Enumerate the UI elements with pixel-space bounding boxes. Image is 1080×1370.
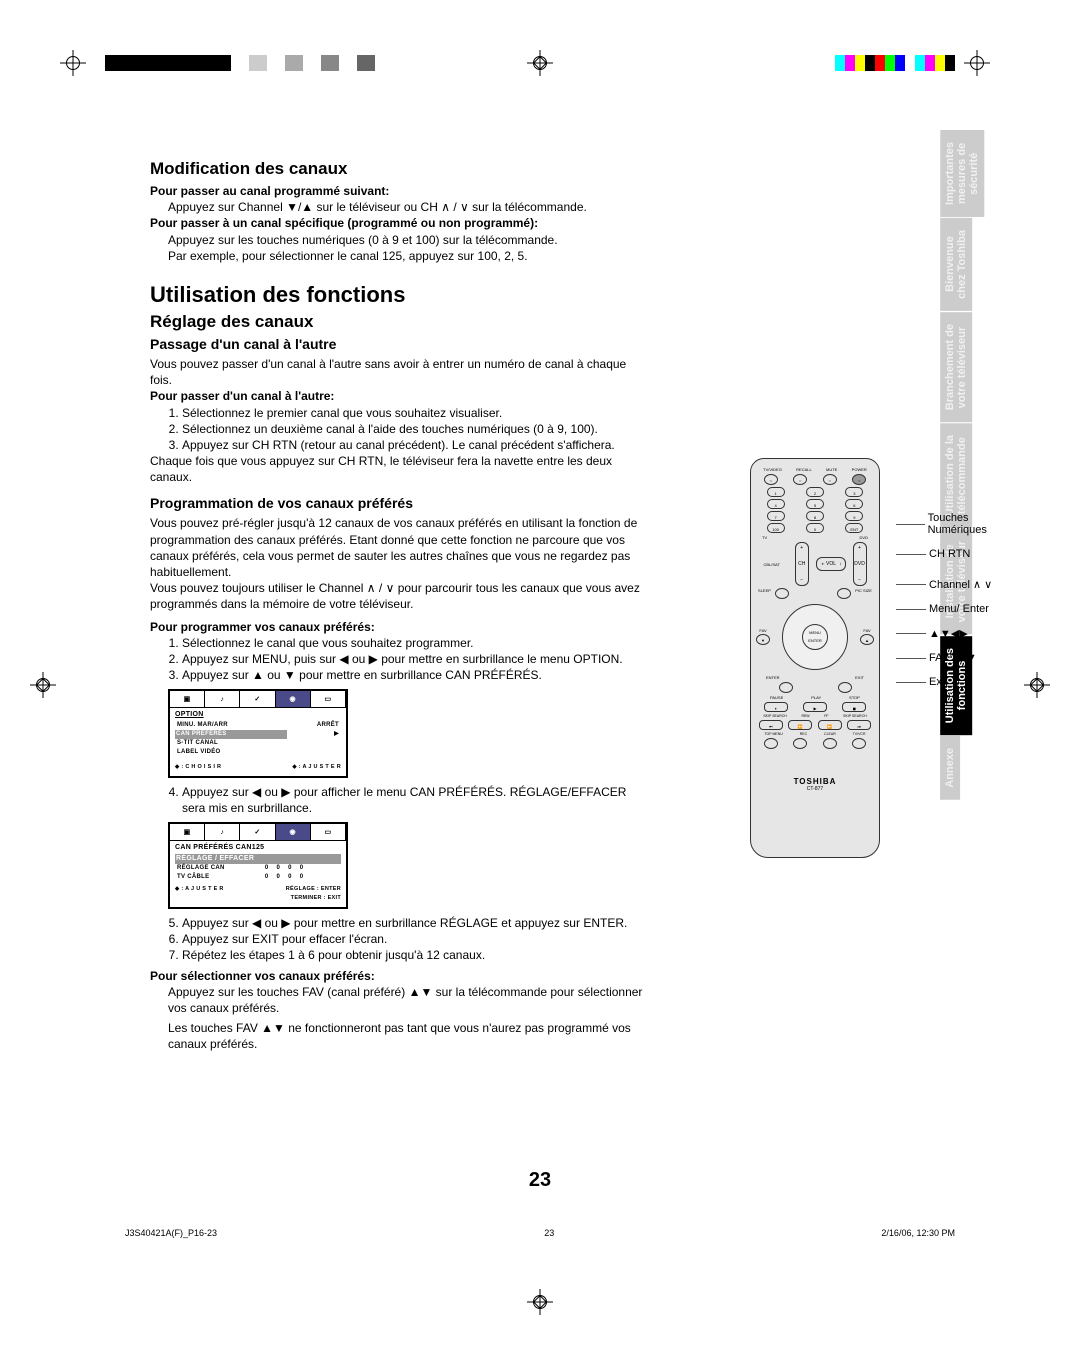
text: Appuyez sur les touches FAV (canal préfé… bbox=[168, 984, 650, 1016]
sub-passer-suivant: Pour passer au canal programmé suivant: bbox=[150, 183, 650, 199]
dpad: MENUENTER bbox=[782, 604, 848, 670]
osd-row: TV CÂBLE bbox=[175, 873, 259, 882]
lbl: PIC SIZE bbox=[855, 588, 872, 599]
callout: Exit bbox=[929, 676, 947, 688]
text: Les touches FAV ▲▼ ne fonctionneront pas… bbox=[168, 1020, 650, 1052]
osd-option-menu: ▣♪✓◉▭ OPTION MINU. MAR/ARRARRÊTCAN PRÉFÉ… bbox=[168, 689, 348, 778]
steps-list: Sélectionnez le canal que vous souhaitez… bbox=[182, 635, 650, 684]
sub-passer: Pour passer d'un canal à l'autre: bbox=[150, 388, 650, 404]
osd-row: RÉGLAGE CAN bbox=[175, 864, 259, 873]
crop-mark bbox=[30, 672, 56, 698]
lbl: CH bbox=[798, 561, 805, 567]
callout: CH RTN bbox=[929, 548, 970, 560]
color-bars-right bbox=[835, 55, 955, 71]
heading-utilisation: Utilisation des fonctions bbox=[150, 282, 650, 308]
lbl: EXIT bbox=[855, 675, 864, 680]
osd-foot: TERMINER : EXIT bbox=[286, 894, 341, 902]
sub-passer-specifique: Pour passer à un canal spécifique (progr… bbox=[150, 215, 650, 231]
lbl: VOL bbox=[826, 561, 836, 567]
text: Vous pouvez toujours utiliser le Channel… bbox=[150, 580, 650, 612]
side-tab: Importantesmesures desécurité bbox=[940, 130, 984, 217]
lbl: DVD bbox=[860, 535, 868, 540]
heading-reglage: Réglage des canaux bbox=[150, 312, 650, 332]
lbl: ENTER bbox=[766, 675, 780, 680]
color-bars-left bbox=[105, 55, 375, 71]
text: Appuyez sur les touches numériques (0 à … bbox=[168, 232, 650, 248]
steps-list: Sélectionnez le premier canal que vous s… bbox=[182, 405, 650, 454]
heading-programmation: Programmation de vos canaux préférés bbox=[150, 495, 650, 511]
osd-foot: ◆ : C H O I S I R bbox=[175, 763, 221, 771]
sub-selectionner: Pour sélectionner vos canaux préférés: bbox=[150, 968, 650, 984]
footer-meta: J3S40421A(F)_P16-23 23 2/16/06, 12:30 PM bbox=[125, 1228, 955, 1238]
text: Vous pouvez passer d'un canal à l'autre … bbox=[150, 356, 650, 388]
heading-modification: Modification des canaux bbox=[150, 159, 650, 179]
callout: FAV ▲ ▼ bbox=[929, 652, 977, 664]
osd-preferes-menu: ▣♪✓◉▭ CAN PRÉFÉRÉS CAN125 RÉGLAGE / EFFA… bbox=[168, 822, 348, 909]
lbl: FAV bbox=[860, 628, 874, 633]
brand: TOSHIBA bbox=[756, 777, 874, 786]
callout: Menu/ Enter bbox=[929, 603, 989, 615]
osd-title: CAN PRÉFÉRÉS CAN125 bbox=[175, 843, 341, 854]
text: Par exemple, pour sélectionner le canal … bbox=[168, 248, 650, 264]
remote-control: TV/VIDEORECALLMUTEPOWER ○○○○ 12345678910… bbox=[750, 458, 880, 858]
side-tab: Branchement devotre téléviseur bbox=[940, 312, 972, 422]
step: Appuyez sur ◀ ou ▶ pour mettre en surbri… bbox=[182, 915, 650, 931]
steps-list: Appuyez sur ◀ ou ▶ pour afficher le menu… bbox=[182, 784, 650, 816]
steps-list: Appuyez sur ◀ ou ▶ pour mettre en surbri… bbox=[182, 915, 650, 964]
crop-mark bbox=[527, 1289, 553, 1315]
text: Appuyez sur Channel ▼/▲ sur le téléviseu… bbox=[168, 199, 650, 215]
step: Sélectionnez le canal que vous souhaitez… bbox=[182, 635, 650, 651]
step: Appuyez sur CH RTN (retour au canal préc… bbox=[182, 437, 650, 453]
callout: ▲▼◀▶ bbox=[929, 627, 968, 640]
text: Vous pouvez pré-régler jusqu'à 12 canaux… bbox=[150, 515, 650, 580]
remote-diagram: TV/VIDEORECALLMUTEPOWER ○○○○ 12345678910… bbox=[750, 458, 1050, 858]
osd-title: OPTION bbox=[175, 710, 341, 721]
footer-file: J3S40421A(F)_P16-23 bbox=[125, 1228, 217, 1238]
step: Appuyez sur EXIT pour effacer l'écran. bbox=[182, 931, 650, 947]
footer-page: 23 bbox=[544, 1228, 554, 1238]
osd-foot: RÉGLAGE : ENTER bbox=[286, 885, 341, 893]
lbl: TV bbox=[762, 535, 767, 540]
callout: Touches Numériques bbox=[928, 512, 1026, 536]
step: Appuyez sur ▲ ou ▼ pour mettre en surbri… bbox=[182, 667, 650, 683]
osd-highlight: RÉGLAGE / EFFACER bbox=[175, 854, 341, 865]
osd-foot: ◆ : A J U S T E R bbox=[175, 885, 224, 902]
lbl: FAV bbox=[756, 628, 770, 633]
step: Sélectionnez un deuxième canal à l'aide … bbox=[182, 421, 650, 437]
callout: Channel ∧ ∨ bbox=[929, 578, 992, 591]
side-tab: Bienvenuechez Toshiba bbox=[940, 218, 972, 311]
step: Sélectionnez le premier canal que vous s… bbox=[182, 405, 650, 421]
text: Chaque fois que vous appuyez sur CH RTN,… bbox=[150, 453, 650, 485]
footer-date: 2/16/06, 12:30 PM bbox=[881, 1228, 955, 1238]
page-content: Modification des canaux Pour passer au c… bbox=[150, 155, 930, 1052]
osd-foot: ◆ : A J U S T E R bbox=[292, 763, 341, 771]
step: Répétez les étapes 1 à 6 pour obtenir ju… bbox=[182, 947, 650, 963]
sub-programmer: Pour programmer vos canaux préférés: bbox=[150, 619, 650, 635]
lbl: SLEEP bbox=[758, 588, 771, 599]
lbl: MENU bbox=[809, 630, 821, 635]
page-number: 23 bbox=[529, 1169, 551, 1192]
model: CT-877 bbox=[756, 786, 874, 792]
lbl: CBL/SAT bbox=[763, 562, 779, 567]
step: Appuyez sur MENU, puis sur ◀ ou ▶ pour m… bbox=[182, 651, 650, 667]
callouts: Touches Numériques CH RTN Channel ∧ ∨ Me… bbox=[896, 458, 1026, 858]
heading-passage: Passage d'un canal à l'autre bbox=[150, 336, 650, 352]
step: Appuyez sur ◀ ou ▶ pour afficher le menu… bbox=[182, 784, 650, 816]
